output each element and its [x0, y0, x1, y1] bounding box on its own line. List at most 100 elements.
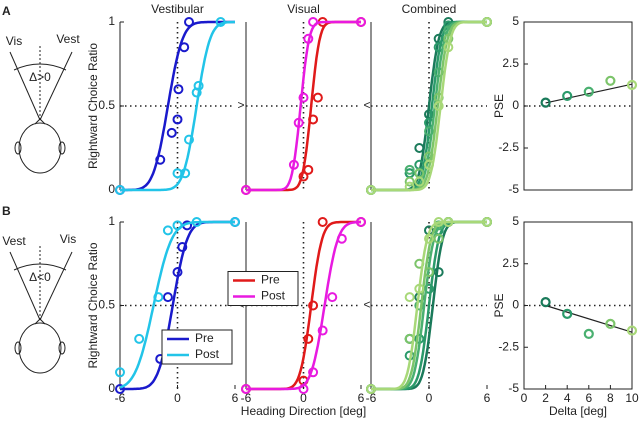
y-tick-label: 0 — [108, 182, 115, 196]
direction-line — [9, 51, 41, 121]
legend-box — [227, 271, 299, 306]
data-point — [177, 242, 188, 253]
x-tick-label: 4 — [564, 391, 571, 405]
data-point — [336, 233, 347, 244]
data-point — [155, 154, 166, 165]
y-tick-label: 2.5 — [502, 56, 519, 70]
panel-title: Visual — [287, 2, 319, 16]
data-point — [327, 292, 338, 303]
cue-label: Vest — [2, 234, 26, 248]
y-tick-label: -2.5 — [498, 140, 519, 154]
y-axis-label: PSE — [492, 293, 506, 317]
y-tick-label: 5 — [512, 214, 519, 228]
data-point — [562, 308, 573, 319]
data-point — [540, 297, 551, 308]
data-point — [172, 114, 183, 125]
data-point — [404, 176, 415, 187]
data-point — [162, 225, 173, 236]
x-tick-label: 6 — [232, 391, 239, 405]
delta-label: Δ>0 — [29, 70, 51, 84]
data-point — [193, 80, 204, 91]
data-point — [366, 185, 376, 195]
legend-label: Post — [261, 289, 286, 303]
y-tick-label: 1 — [108, 214, 115, 228]
data-point — [303, 164, 314, 175]
shift-marker: > — [237, 98, 244, 112]
x-tick-label: 2 — [542, 391, 549, 405]
y-tick-label: -2.5 — [498, 339, 519, 353]
panel-title: Vestibular — [151, 2, 204, 16]
data-point — [298, 92, 309, 103]
y-axis-label: PSE — [492, 94, 506, 118]
fit-curve — [120, 20, 235, 192]
data-point — [605, 318, 616, 329]
x-tick-label: 8 — [607, 391, 614, 405]
data-point — [317, 325, 328, 336]
x-tick-label: -6 — [115, 391, 126, 405]
x-axis-label: Delta [deg] — [549, 404, 607, 418]
data-point — [298, 171, 309, 182]
y-axis-label: Rightward Choice Ratio — [86, 242, 100, 368]
y-tick-label: 0 — [512, 98, 519, 112]
head — [18, 122, 62, 174]
data-point — [583, 328, 594, 339]
legend-label: Pre — [195, 331, 214, 345]
data-point — [583, 86, 594, 97]
data-point — [308, 114, 319, 125]
data-point — [115, 384, 125, 394]
legend-label: Pre — [261, 273, 280, 287]
data-point — [308, 367, 319, 378]
x-tick-label: 6 — [585, 391, 592, 405]
cue-label: Vis — [6, 34, 22, 48]
cue-label: Vest — [56, 32, 80, 46]
fit-curve — [371, 20, 487, 192]
data-point — [241, 185, 251, 195]
data-point — [356, 17, 366, 27]
data-point — [162, 292, 173, 303]
data-point — [115, 185, 125, 195]
data-point — [443, 42, 454, 53]
data-point — [356, 217, 366, 227]
data-point — [288, 159, 299, 170]
direction-line — [39, 251, 73, 321]
delta-label: Δ<0 — [29, 270, 51, 284]
fit-curve — [371, 220, 487, 391]
y-tick-label: -5 — [508, 381, 519, 395]
data-point — [540, 97, 551, 108]
y-axis-label: Rightward Choice Ratio — [86, 43, 100, 169]
panel-title: Combined — [402, 2, 457, 16]
data-point — [215, 17, 226, 27]
panel-label: A — [2, 4, 11, 18]
x-tick-label: 6 — [358, 391, 365, 405]
data-point — [414, 300, 425, 311]
y-tick-label: 1 — [108, 14, 115, 28]
data-point — [433, 233, 444, 244]
data-point — [241, 384, 251, 394]
cue-label: Vis — [60, 232, 76, 246]
shift-marker: < — [363, 298, 370, 312]
ear — [14, 141, 22, 155]
data-point — [424, 267, 434, 278]
x-tick-label: 0 — [174, 391, 181, 405]
angle-arc — [13, 263, 67, 271]
y-tick-label: 5 — [512, 14, 519, 28]
data-point — [312, 92, 323, 103]
data-point — [424, 159, 434, 170]
data-point — [626, 79, 638, 91]
x-tick-label: 6 — [484, 391, 491, 405]
ear — [14, 341, 22, 355]
data-point — [293, 117, 304, 128]
data-point — [482, 17, 492, 27]
fit-line — [545, 304, 633, 333]
x-tick-label: 0 — [521, 391, 528, 405]
direction-line — [39, 51, 73, 121]
data-point — [134, 333, 145, 344]
data-point — [482, 217, 492, 227]
head — [18, 322, 62, 374]
data-point — [184, 17, 194, 27]
data-point — [184, 134, 194, 145]
data-point — [172, 267, 183, 278]
data-point — [166, 127, 177, 138]
data-point — [180, 168, 191, 179]
data-point — [424, 126, 434, 137]
